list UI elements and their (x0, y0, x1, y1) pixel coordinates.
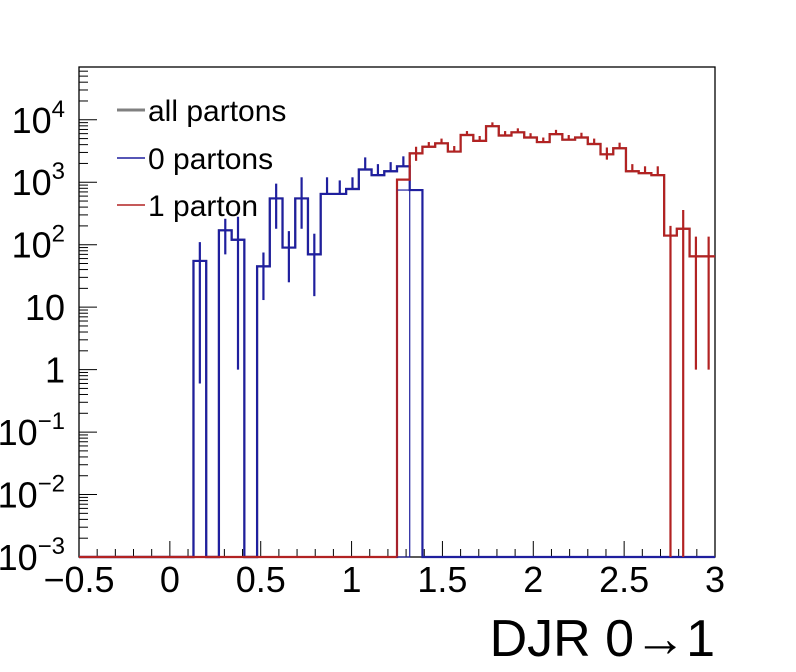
legend-label: 1 parton (148, 190, 258, 223)
x-tick-label: 1 (342, 559, 362, 600)
y-tick-exponent: 2 (52, 221, 65, 248)
y-tick-base: 10 (12, 225, 52, 266)
y-tick-label: 10 (25, 287, 65, 328)
y-tick-base: 10 (12, 162, 52, 203)
y-tick-base: 10 (0, 537, 38, 578)
y-tick-label: 102 (12, 221, 65, 266)
x-tick-label: 3 (705, 559, 725, 600)
y-tick-base: 10 (0, 475, 38, 516)
y-tick-label: 10−2 (0, 471, 65, 516)
y-tick-exponent: 3 (52, 158, 65, 185)
y-tick-label: 103 (12, 158, 65, 203)
y-tick-label: 10−3 (0, 533, 65, 578)
y-tick-exponent: 4 (52, 96, 65, 123)
x-tick-label: 0 (160, 559, 180, 600)
y-tick-base: 1 (45, 350, 65, 391)
x-tick-label: 0.5 (236, 559, 286, 600)
y-tick-exponent: −3 (38, 533, 65, 560)
y-tick-label: 104 (12, 96, 65, 141)
y-tick-label: 10−1 (0, 408, 65, 453)
y-tick-exponent: −1 (38, 408, 65, 435)
histogram-line (79, 165, 715, 559)
x-axis-title: DJR 0→1 (490, 610, 715, 668)
x-tick-label: 2.5 (599, 559, 649, 600)
histogram-line (79, 125, 715, 559)
y-tick-exponent: −2 (38, 471, 65, 498)
x-tick-label: −0.5 (43, 559, 114, 600)
x-tick-label: 2 (523, 559, 543, 600)
x-tick-label: 1.5 (417, 559, 467, 600)
y-tick-base: 10 (0, 412, 38, 453)
series-layer (79, 122, 715, 559)
y-tick-base: 10 (12, 100, 52, 141)
y-tick-base: 10 (25, 287, 65, 328)
legend-label: all partons (148, 95, 286, 128)
legend: all partons 0 partons 1 parton (117, 95, 286, 223)
x-tick-labels: −0.5 0 0.5 1 1.5 2 2.5 3 (43, 559, 725, 600)
y-tick-label: 1 (45, 350, 65, 391)
overlap-bin-0partons (396, 189, 411, 558)
legend-label: 0 partons (148, 143, 273, 176)
